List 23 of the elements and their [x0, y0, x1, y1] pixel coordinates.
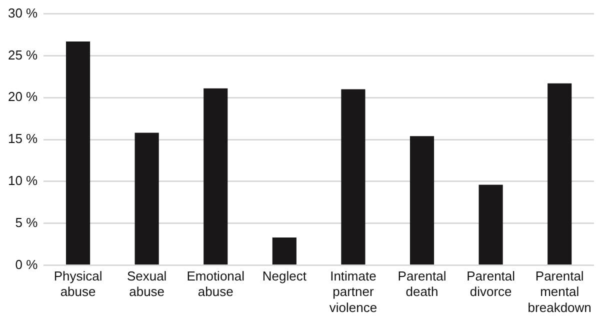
y-tick-label: 25 % — [8, 47, 38, 62]
y-tick-label: 30 % — [8, 5, 38, 20]
bar — [134, 132, 159, 264]
x-tick-label: Sexual abuse — [126, 268, 167, 300]
y-tick-label: 0 % — [15, 256, 38, 272]
bar — [272, 238, 296, 264]
x-tick-label: Physical abuse — [54, 268, 102, 300]
x-tick-label: Parental mental breakdown — [528, 268, 592, 315]
bar — [478, 184, 503, 264]
y-tick-label: 10 % — [8, 172, 38, 188]
y-tick-label: 20 % — [8, 89, 38, 104]
bar — [341, 89, 366, 264]
y-tick-label: 15 % — [8, 131, 38, 146]
y-tick-label: 5 % — [15, 214, 38, 230]
x-tick-label: Parental death — [398, 268, 446, 300]
bar — [204, 88, 228, 264]
x-tick-label: Intimate partner violence — [329, 268, 378, 315]
x-tick-label: Parental divorce — [466, 268, 516, 300]
bar — [410, 136, 434, 264]
bar — [548, 83, 572, 264]
x-tick-label: Emotional abuse — [186, 268, 245, 300]
bar — [66, 41, 90, 264]
x-tick-label: Neglect — [262, 268, 307, 284]
